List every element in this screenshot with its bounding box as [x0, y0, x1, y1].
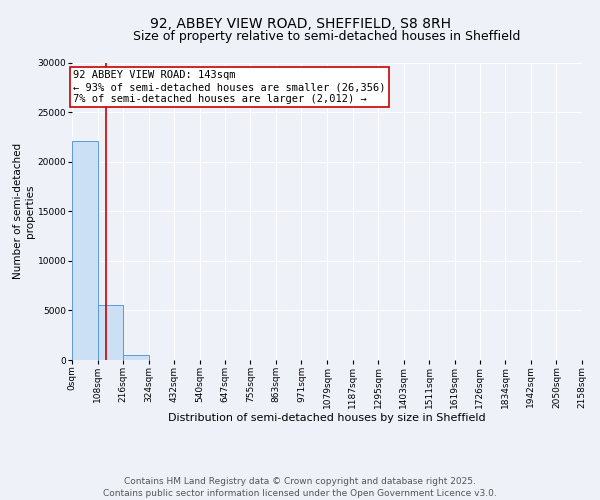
Bar [123, 355, 149, 360]
Title: Size of property relative to semi-detached houses in Sheffield: Size of property relative to semi-detach… [133, 30, 521, 44]
Text: 92 ABBEY VIEW ROAD: 143sqm
← 93% of semi-detached houses are smaller (26,356)
7%: 92 ABBEY VIEW ROAD: 143sqm ← 93% of semi… [73, 70, 386, 104]
X-axis label: Distribution of semi-detached houses by size in Sheffield: Distribution of semi-detached houses by … [168, 413, 486, 423]
Bar [72, 141, 98, 360]
Text: 92, ABBEY VIEW ROAD, SHEFFIELD, S8 8RH: 92, ABBEY VIEW ROAD, SHEFFIELD, S8 8RH [149, 18, 451, 32]
Bar [98, 306, 123, 360]
Y-axis label: Number of semi-detached
properties: Number of semi-detached properties [13, 143, 35, 280]
Text: Contains HM Land Registry data © Crown copyright and database right 2025.
Contai: Contains HM Land Registry data © Crown c… [103, 476, 497, 498]
